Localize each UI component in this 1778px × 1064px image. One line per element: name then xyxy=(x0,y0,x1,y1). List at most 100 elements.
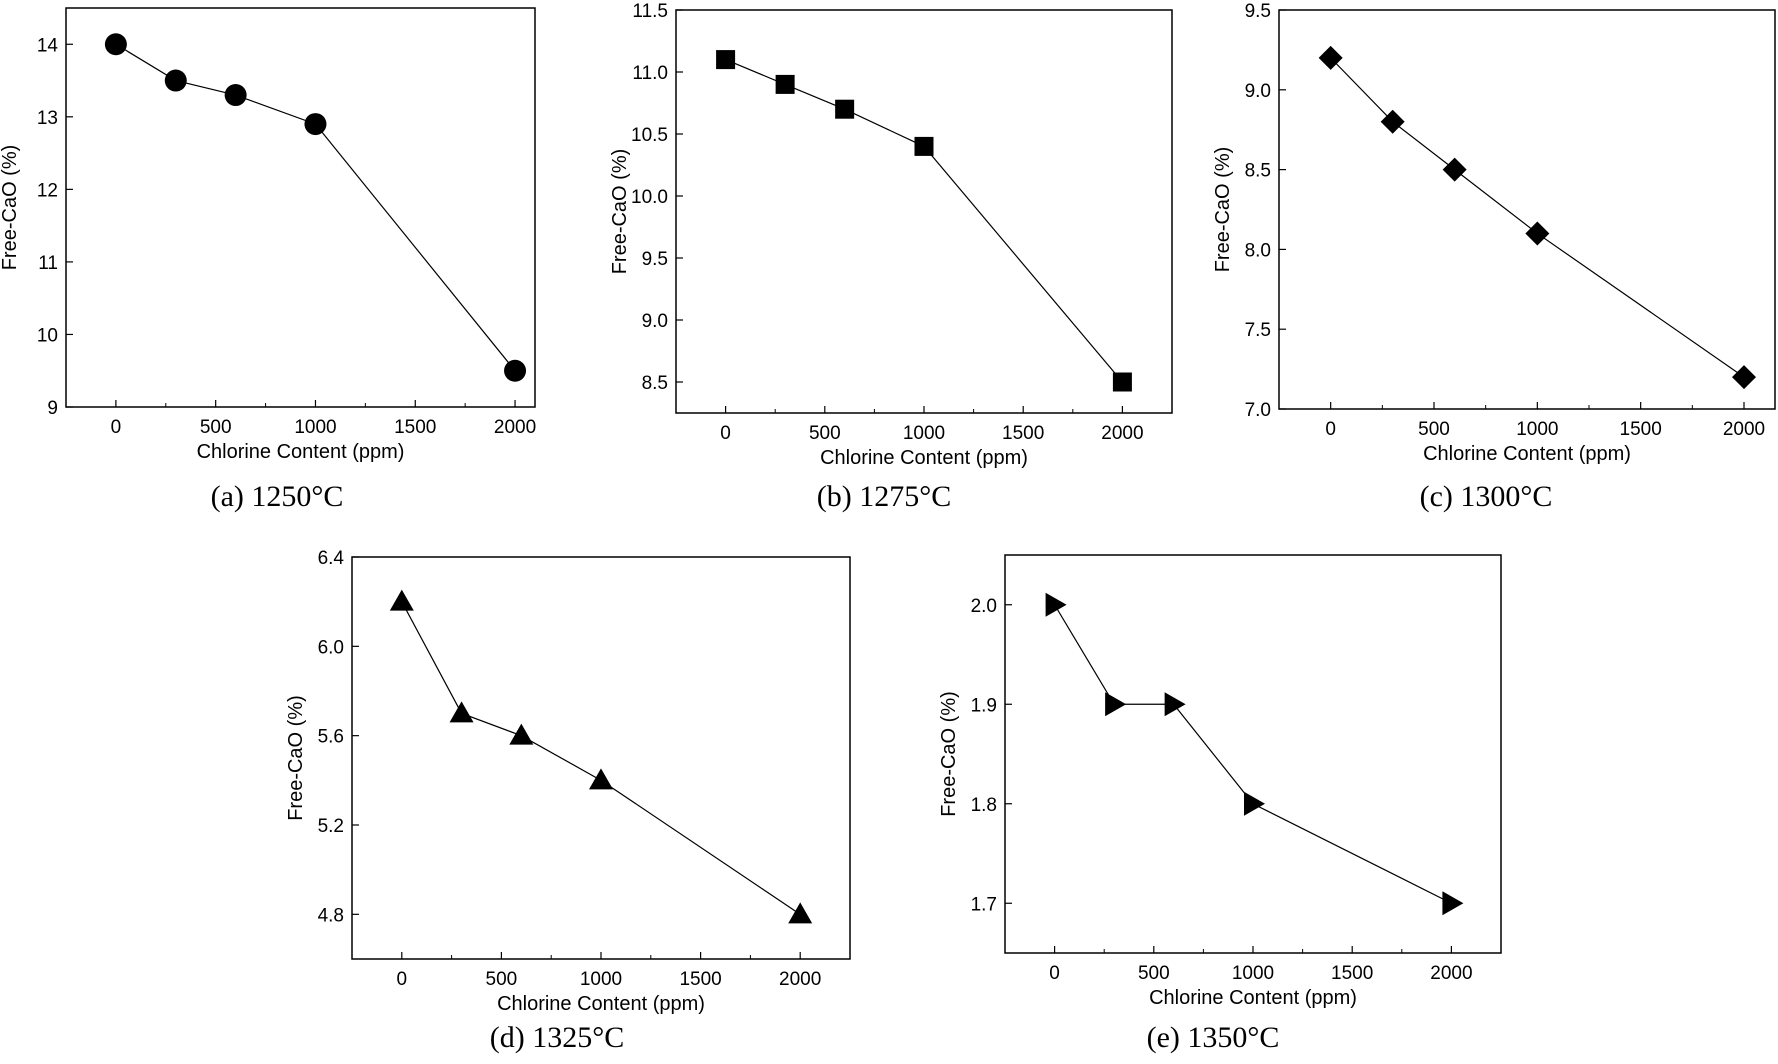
y-tick-label: 9.0 xyxy=(642,311,668,332)
x-tick-label: 1000 xyxy=(903,423,945,444)
y-tick-label: 1.7 xyxy=(971,894,997,915)
chart-panel-5: 0 500 1000 1500 2000 1.7 1.8 1.9 2.0 Chlorine Con… xyxy=(938,554,1502,1054)
x-tick-label: 1500 xyxy=(1620,419,1662,440)
y-tick-label: 6.4 xyxy=(318,548,345,569)
x-tick-label: 1500 xyxy=(394,417,436,438)
y-tick-label: 6.0 xyxy=(318,637,344,658)
series-line xyxy=(1054,604,1452,904)
data-point xyxy=(1732,365,1756,390)
data-point xyxy=(914,136,934,156)
y-axis-label: Free-CaO (%) xyxy=(0,145,21,271)
panel-caption: (a) 1250°C xyxy=(211,480,344,513)
y-tick-label: 4.8 xyxy=(318,905,344,926)
data-point xyxy=(775,74,795,94)
y-tick-label: 8.0 xyxy=(1245,240,1271,261)
x-axis-label: Chlorine Content (ppm) xyxy=(820,447,1028,469)
data-point xyxy=(104,33,127,56)
x-tick-label: 500 xyxy=(486,969,518,990)
y-tick-label: 8.5 xyxy=(1245,161,1271,182)
data-point xyxy=(1164,692,1186,717)
x-tick-label: 2000 xyxy=(1723,419,1765,440)
y-tick-label: 13 xyxy=(37,108,58,129)
x-tick-label: 1000 xyxy=(1232,963,1274,984)
data-point xyxy=(449,701,474,723)
y-tick-label: 10.0 xyxy=(631,187,668,208)
y-tick-label: 9.5 xyxy=(1245,1,1271,22)
data-point xyxy=(504,359,527,382)
data-point xyxy=(788,902,813,924)
panel-caption: (d) 1325°C xyxy=(490,1021,625,1054)
x-tick-label: 2000 xyxy=(494,417,536,438)
data-point xyxy=(1380,109,1405,134)
y-axis-label: Free-CaO (%) xyxy=(609,149,631,275)
x-tick-label: 500 xyxy=(809,423,841,444)
x-axis-label: Chlorine Content (ppm) xyxy=(1149,987,1357,1009)
data-point xyxy=(1244,791,1265,816)
x-tick-label: 2000 xyxy=(1101,423,1143,444)
y-tick-label: 7.0 xyxy=(1245,400,1271,421)
data-point xyxy=(1045,592,1067,617)
series-line xyxy=(115,43,516,372)
data-point xyxy=(224,84,247,107)
y-tick-label: 11 xyxy=(38,253,58,274)
data-point xyxy=(304,113,327,136)
panel-caption: (e) 1350°C xyxy=(1147,1021,1280,1054)
data-point xyxy=(1318,45,1343,70)
y-tick-label: 5.2 xyxy=(318,816,344,837)
x-tick-label: 2000 xyxy=(1430,963,1472,984)
y-tick-label: 7.5 xyxy=(1245,320,1271,341)
plot-frame xyxy=(351,556,851,960)
y-tick-label: 10.5 xyxy=(631,125,668,146)
x-tick-label: 0 xyxy=(1049,963,1060,984)
data-point xyxy=(1442,891,1464,916)
data-point xyxy=(164,69,187,92)
data-point xyxy=(835,99,855,119)
panel-caption: (c) 1300°C xyxy=(1420,480,1553,513)
plot-frame xyxy=(1004,554,1502,954)
data-point xyxy=(389,589,414,611)
x-tick-label: 0 xyxy=(397,969,408,990)
y-tick-label: 5.6 xyxy=(318,727,344,748)
data-point xyxy=(716,50,736,70)
y-tick-label: 9 xyxy=(47,398,58,419)
chart-panel-2: 0 500 1000 1500 2000 8.5 9.0 9.5 10.0 10.5 11.0 11.… xyxy=(609,1,1173,513)
data-point xyxy=(1525,221,1550,246)
series-line xyxy=(1330,57,1745,378)
x-tick-label: 500 xyxy=(1418,419,1450,440)
y-tick-label: 8.5 xyxy=(642,373,668,394)
y-tick-label: 9.5 xyxy=(642,249,668,270)
x-tick-label: 1000 xyxy=(294,417,336,438)
y-tick-label: 1.8 xyxy=(971,795,997,816)
x-tick-label: 0 xyxy=(111,417,122,438)
chart-panel-1: 0 500 1000 1500 2000 9 10 11 12 13 14 Chlorine Cont… xyxy=(0,7,536,513)
x-tick-label: 500 xyxy=(200,417,232,438)
data-point xyxy=(509,723,534,745)
y-tick-label: 11.5 xyxy=(632,1,668,22)
x-tick-label: 0 xyxy=(1325,419,1336,440)
y-tick-label: 11.0 xyxy=(632,63,668,84)
x-tick-label: 1500 xyxy=(1331,963,1373,984)
y-axis-label: Free-CaO (%) xyxy=(285,695,307,821)
x-tick-label: 0 xyxy=(720,423,731,444)
data-point xyxy=(589,768,613,790)
y-tick-label: 14 xyxy=(37,35,59,56)
y-tick-label: 12 xyxy=(37,180,58,201)
plot-frame xyxy=(65,7,536,408)
data-point xyxy=(1105,692,1127,717)
x-tick-label: 1500 xyxy=(1002,423,1044,444)
y-tick-label: 1.9 xyxy=(971,695,997,716)
data-point xyxy=(1442,157,1467,182)
y-tick-label: 9.0 xyxy=(1245,81,1271,102)
x-tick-label: 2000 xyxy=(779,969,821,990)
plot-frame xyxy=(1278,9,1776,410)
x-tick-label: 500 xyxy=(1138,963,1170,984)
series-line xyxy=(401,601,801,915)
series-line xyxy=(725,59,1123,383)
x-tick-label: 1000 xyxy=(580,969,622,990)
x-tick-label: 1000 xyxy=(1516,419,1558,440)
x-axis-label: Chlorine Content (ppm) xyxy=(197,441,405,463)
x-tick-label: 1500 xyxy=(679,969,721,990)
x-axis-label: Chlorine Content (ppm) xyxy=(1423,443,1631,465)
chart-panel-3: 0 500 1000 1500 2000 7.0 7.5 8.0 8.5 9.0 9.5 Chlori… xyxy=(1212,1,1776,513)
